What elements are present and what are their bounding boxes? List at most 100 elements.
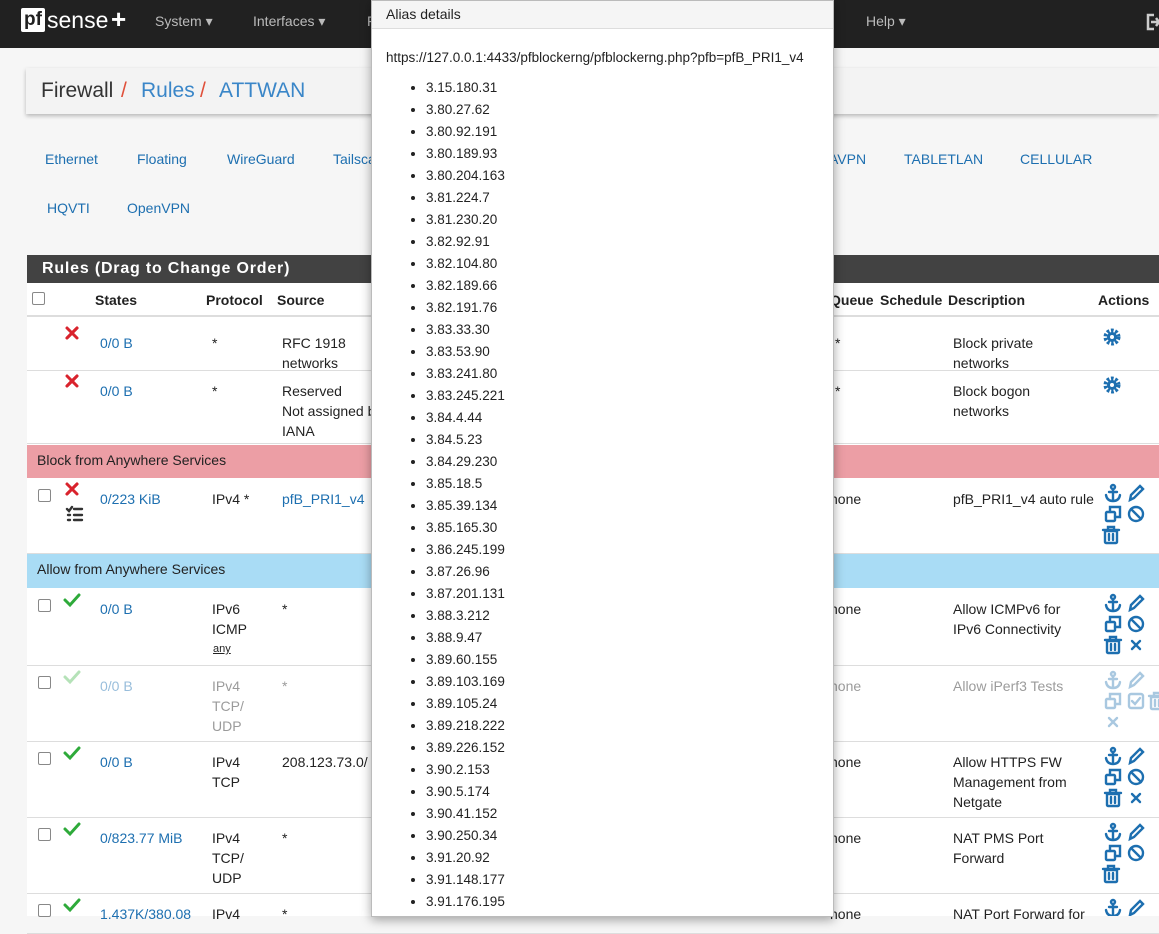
tab[interactable]: WireGuard	[227, 151, 295, 167]
ban-icon[interactable]	[1127, 844, 1145, 862]
icon-part	[1109, 795, 1117, 805]
tab[interactable]: OpenVPN	[127, 200, 191, 216]
source: *	[282, 830, 288, 846]
gear-icon[interactable]	[1103, 376, 1121, 394]
icon-part	[1129, 846, 1143, 860]
icon-part	[63, 822, 81, 837]
description: Allow iPerf3 Tests	[953, 678, 1064, 694]
alias-item: 3.90.41.152	[426, 803, 505, 825]
menu-label[interactable]: System	[155, 13, 202, 29]
icon-part	[1104, 620, 1117, 633]
alias-item: 3.82.191.76	[426, 297, 505, 319]
tab[interactable]: TABLETLAN	[904, 151, 984, 167]
breadcrumb-item[interactable]: Rules	[141, 79, 195, 102]
alias-item: 3.80.27.62	[426, 99, 505, 121]
description: NAT PMS Port	[953, 830, 1044, 846]
tab[interactable]: Ethernet	[45, 151, 98, 167]
pencil-icon[interactable]	[1128, 484, 1145, 503]
tab[interactable]: Tailsca	[333, 151, 376, 167]
menu-label[interactable]: Help	[866, 13, 895, 29]
separator-text: Allow from Anywhere Services	[37, 561, 226, 577]
icon-part	[1128, 671, 1145, 690]
trash-icon[interactable]	[1103, 635, 1123, 655]
copy-icon[interactable]	[1104, 615, 1122, 633]
column-header: Schedule	[880, 292, 943, 308]
states-link[interactable]: 0/0 B	[100, 335, 133, 351]
trash-icon[interactable]	[1101, 525, 1121, 545]
source[interactable]: pfB_PRI1_v4	[282, 491, 365, 507]
icon-part	[1104, 487, 1122, 503]
protocol: IPv6	[212, 601, 241, 617]
menu-label[interactable]: Interfaces	[253, 13, 315, 29]
queue: none	[830, 678, 862, 694]
breadcrumb-item[interactable]: ATTWAN	[219, 79, 306, 102]
ban-icon[interactable]	[1127, 768, 1145, 786]
logout-icon[interactable]	[1146, 13, 1159, 31]
copy-icon[interactable]	[1104, 692, 1122, 710]
header-checkbox[interactable]	[32, 292, 45, 305]
alias-item: 3.15.180.31	[426, 77, 505, 99]
icon-part	[63, 593, 81, 608]
row-checkbox[interactable]	[38, 828, 51, 841]
trash-icon[interactable]	[1147, 691, 1159, 711]
protocol-link[interactable]: any	[213, 643, 231, 655]
x-icon[interactable]	[1130, 792, 1142, 804]
pencil-icon[interactable]	[1128, 594, 1145, 613]
row-checkbox[interactable]	[38, 904, 51, 917]
panel-title: Rules (Drag to Change Order)	[42, 260, 291, 277]
column-header: States	[95, 292, 138, 308]
gear-icon[interactable]	[1103, 328, 1121, 346]
trash-icon[interactable]	[1101, 864, 1121, 884]
states-link[interactable]: 0/0 B	[100, 754, 133, 770]
pencil-icon[interactable]	[1128, 823, 1145, 842]
copy-icon[interactable]	[1104, 505, 1122, 523]
anchor-icon[interactable]	[1104, 898, 1122, 916]
icon-part	[1107, 871, 1115, 881]
tab[interactable]: HQVTI	[47, 200, 90, 216]
anchor-icon[interactable]	[1104, 746, 1122, 766]
row-checkbox[interactable]	[38, 676, 51, 689]
pencil-icon[interactable]	[1128, 899, 1145, 916]
trash-icon[interactable]	[1103, 788, 1123, 808]
icon-part	[63, 746, 81, 761]
copy-icon[interactable]	[1104, 768, 1122, 786]
anchor-icon[interactable]	[1104, 483, 1122, 503]
states-link[interactable]: 0/0 B	[100, 383, 133, 399]
check-icon	[63, 898, 81, 913]
tab[interactable]: Floating	[137, 151, 187, 167]
protocol: IPv4	[212, 678, 241, 694]
anchor-icon[interactable]	[1104, 593, 1122, 613]
popup-url: https://127.0.0.1:4433/pfblockerng/pfblo…	[386, 50, 804, 65]
states-link[interactable]: 0/223 KiB	[100, 491, 161, 507]
logo-plus[interactable]: +	[111, 4, 127, 34]
states-link[interactable]: 0/0 B	[100, 601, 133, 617]
pencil-icon[interactable]	[1128, 747, 1145, 766]
icon-part	[1128, 823, 1145, 842]
states-link[interactable]: 0/0 B	[100, 678, 133, 694]
states-link[interactable]: 0/823.77 MiB	[100, 830, 183, 846]
x-icon[interactable]	[1130, 639, 1142, 651]
tab[interactable]: CELLULAR	[1020, 151, 1093, 167]
states-link[interactable]: 1.437K/380.08	[100, 906, 192, 922]
popup-header	[372, 1, 833, 29]
menu-item[interactable]: Help ▾	[866, 13, 906, 29]
menu-item[interactable]: System ▾	[155, 13, 213, 29]
anchor-icon[interactable]	[1104, 670, 1122, 690]
ban-icon[interactable]	[1127, 615, 1145, 633]
menu-item[interactable]: Interfaces ▾	[253, 13, 326, 29]
icon-part	[1107, 532, 1115, 542]
pencil-icon[interactable]	[1128, 671, 1145, 690]
ban-icon[interactable]	[1127, 505, 1145, 523]
copy-icon[interactable]	[1104, 844, 1122, 862]
logo-box[interactable]: pf	[21, 8, 45, 32]
x-icon[interactable]	[1107, 716, 1119, 728]
row-checkbox[interactable]	[38, 599, 51, 612]
checkbox-icon[interactable]	[1127, 692, 1145, 710]
row-checkbox[interactable]	[38, 489, 51, 502]
logo-text[interactable]: sense	[47, 7, 109, 33]
row-checkbox[interactable]	[38, 752, 51, 765]
icon-part	[1127, 692, 1145, 710]
anchor-icon[interactable]	[1104, 822, 1122, 842]
alias-item: 3.83.245.221	[426, 385, 505, 407]
tab[interactable]: AVPN	[829, 151, 867, 167]
